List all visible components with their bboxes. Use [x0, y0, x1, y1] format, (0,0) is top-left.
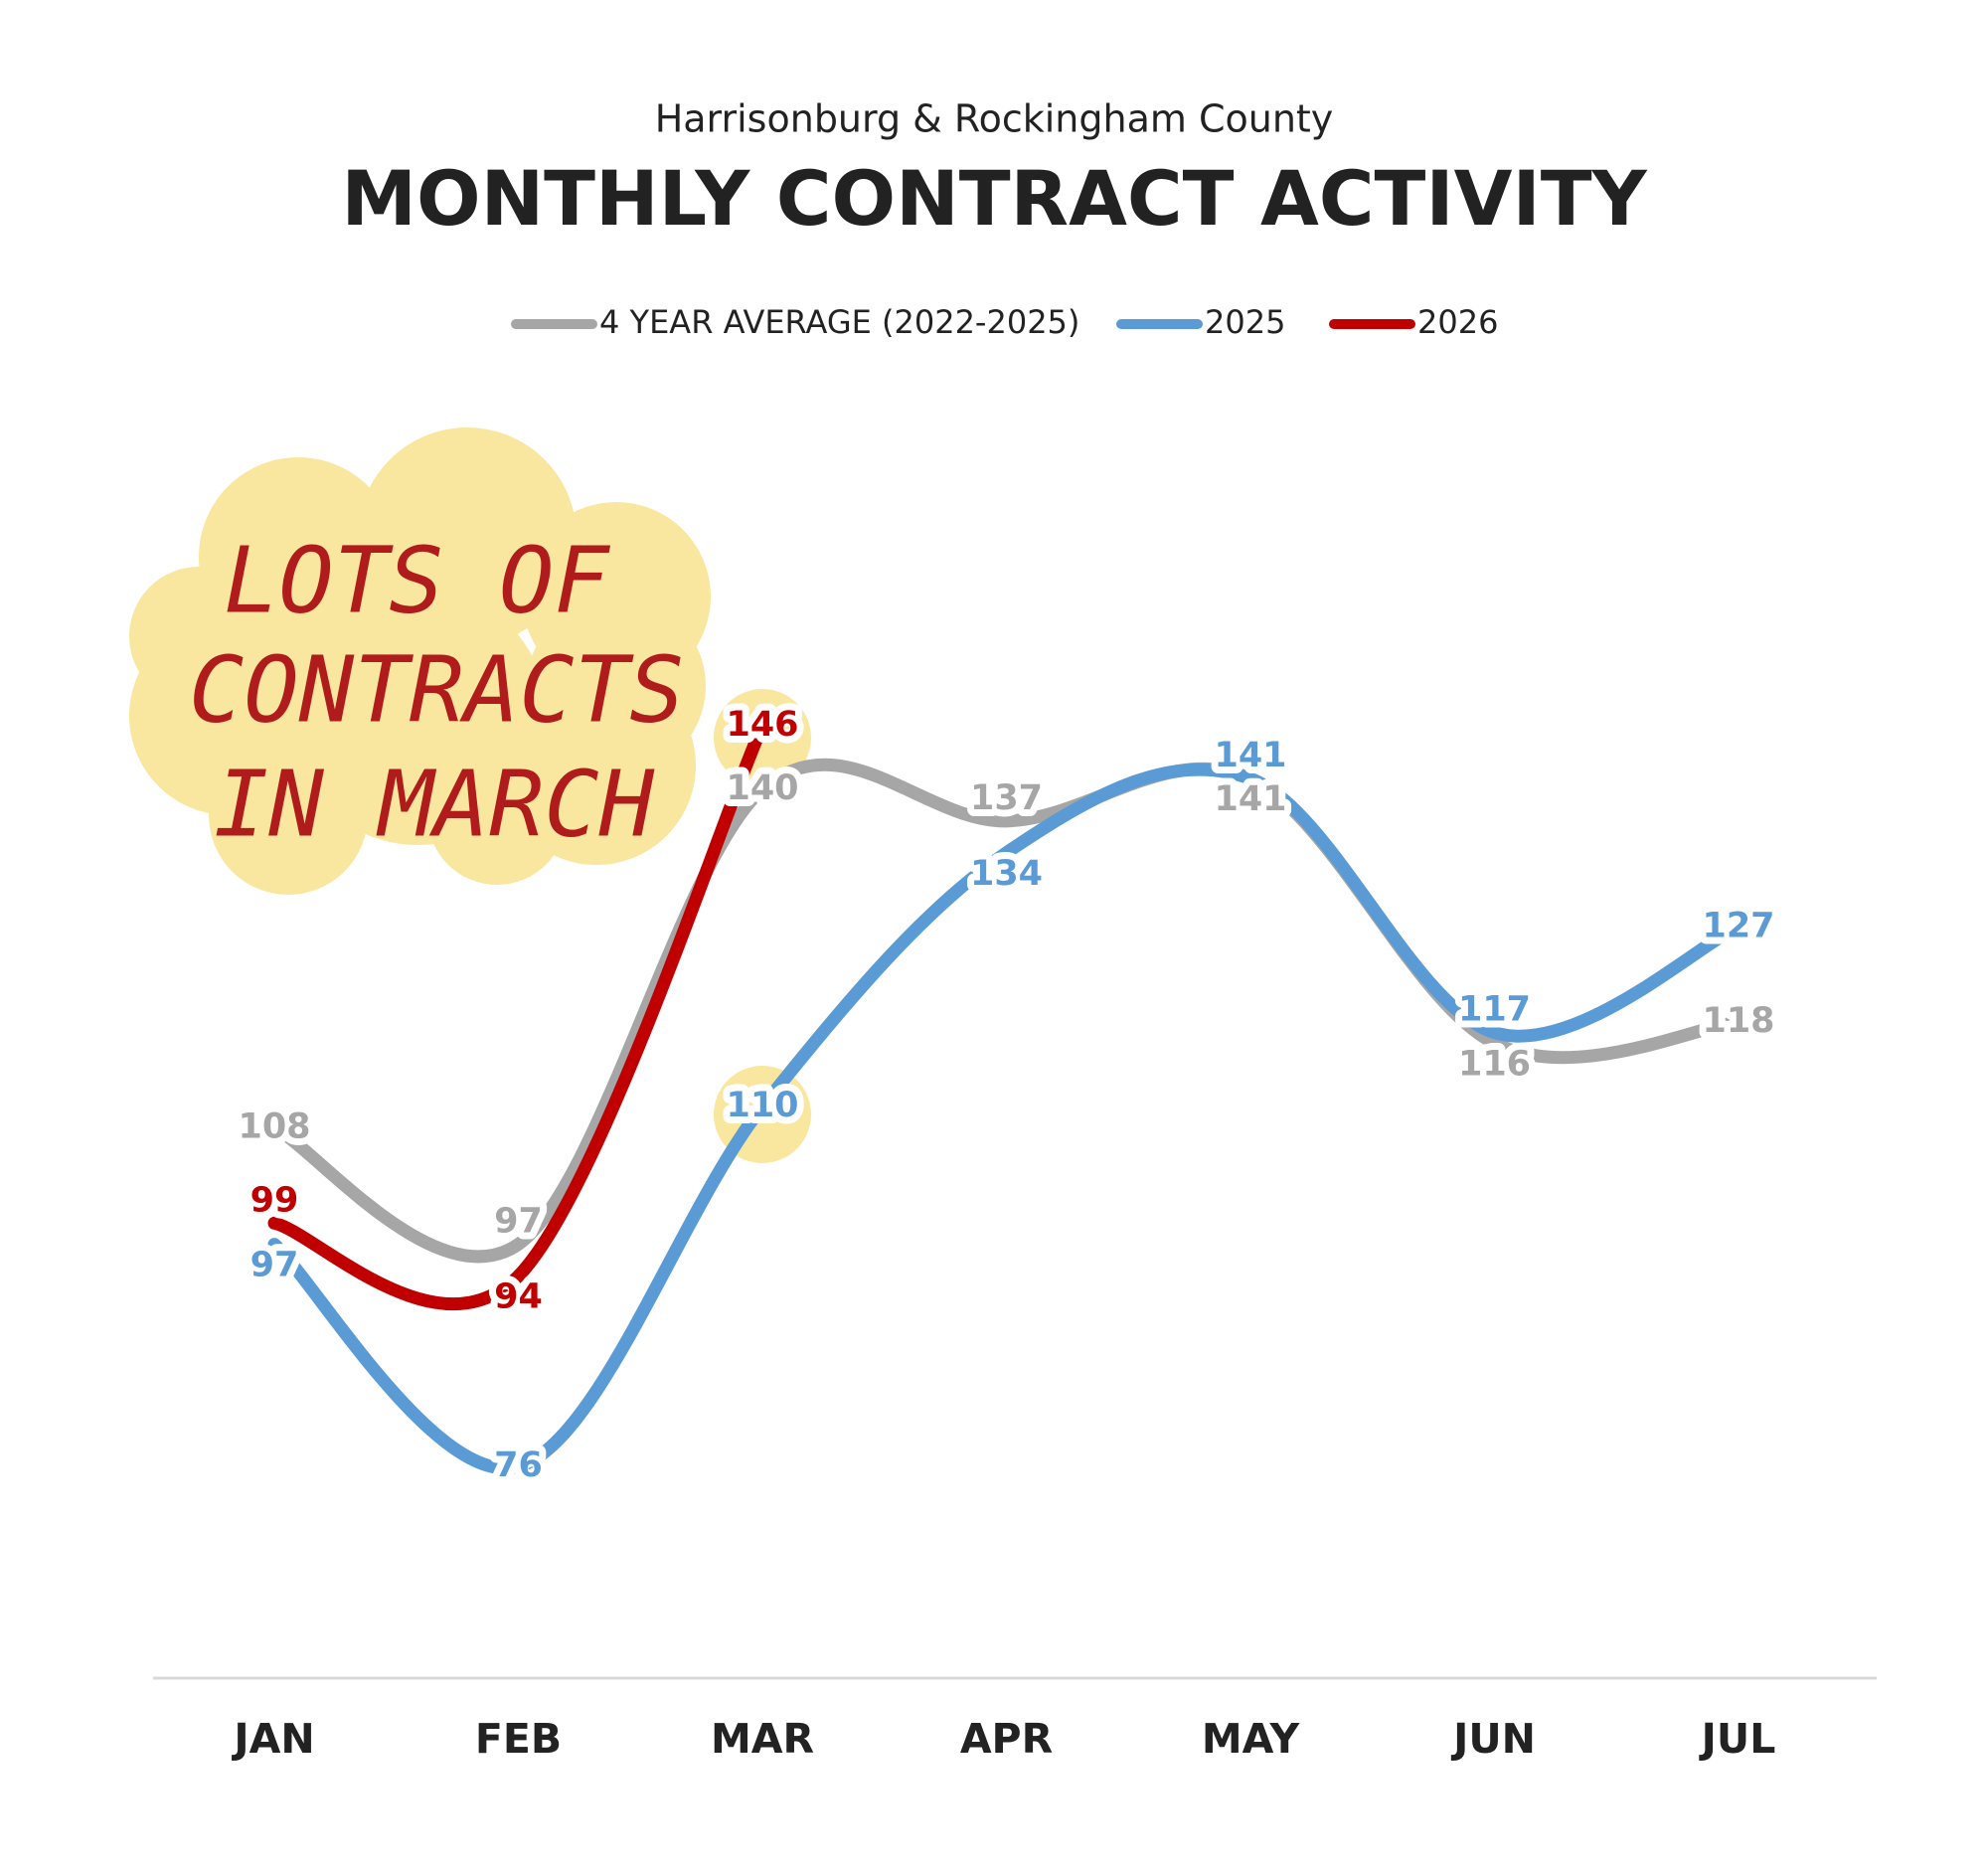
x-tick-label: APR [960, 1715, 1053, 1763]
data-label: 127 [1702, 906, 1774, 945]
x-tick-label: JUL [1699, 1715, 1776, 1763]
data-label: 134 [970, 854, 1043, 894]
data-label: 110 [726, 1086, 798, 1125]
x-tick-label: JUN [1450, 1715, 1536, 1763]
data-label: 97 [494, 1202, 543, 1242]
data-label: 99 [250, 1180, 299, 1220]
annotation-text: LOTS OF [224, 527, 610, 633]
data-label: 146 [726, 705, 798, 745]
series-line [267, 758, 1745, 1264]
x-tick-label: FEB [475, 1715, 562, 1763]
chart-title: MONTHLY CONTRACT ACTIVITY [341, 154, 1647, 243]
x-tick-label: MAY [1202, 1715, 1301, 1763]
series-line [267, 763, 1745, 1475]
data-label: 137 [970, 778, 1043, 818]
data-label: 116 [1458, 1044, 1531, 1084]
data-label: 118 [1702, 1001, 1774, 1041]
data-label: 94 [494, 1277, 543, 1317]
chart-subtitle: Harrisonburg & Rockingham County [655, 97, 1334, 141]
x-tick-label: JAN [231, 1715, 314, 1763]
annotation-text: CONTRACTS [189, 636, 685, 743]
legend-label: 2025 [1205, 303, 1285, 341]
data-label: 140 [726, 768, 798, 808]
annotation-bubble [129, 427, 711, 895]
legend-label: 2026 [1417, 303, 1498, 341]
data-label: 117 [1458, 990, 1531, 1030]
legend-label: 4 YEAR AVERAGE (2022-2025) [599, 303, 1079, 341]
data-label: 141 [1214, 736, 1286, 775]
data-label: 141 [1214, 779, 1286, 819]
series-line [267, 719, 769, 1310]
annotation-text: IN MARCH [214, 751, 655, 857]
data-label: 97 [250, 1246, 299, 1285]
data-label: 76 [494, 1446, 543, 1485]
data-label: 108 [238, 1107, 310, 1147]
x-tick-label: MAR [711, 1715, 814, 1763]
